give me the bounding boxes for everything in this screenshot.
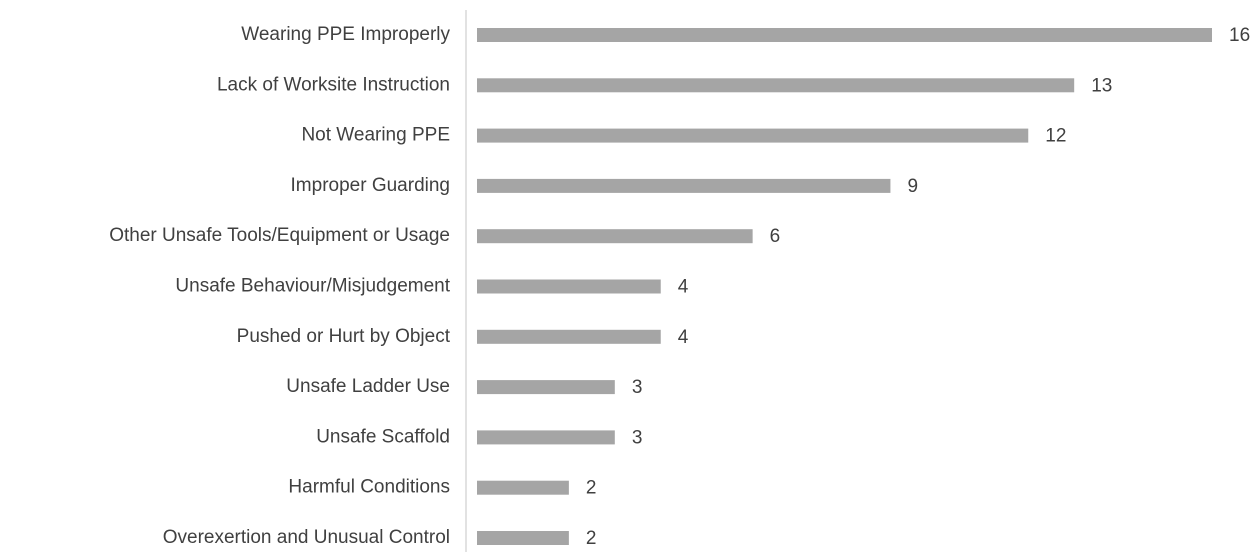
data-label: 2 [586, 528, 597, 549]
category-label: Not Wearing PPE [301, 125, 450, 146]
bar [477, 178, 891, 193]
bar [477, 279, 661, 294]
data-label: 3 [632, 427, 643, 448]
data-label: 4 [678, 277, 689, 298]
category-label: Overexertion and Unusual Control [163, 527, 450, 548]
category-label: Lack of Worksite Instruction [217, 74, 450, 95]
category-label: Improper Guarding [291, 175, 450, 196]
bar [477, 78, 1075, 93]
category-label: Unsafe Ladder Use [286, 376, 450, 397]
data-label: 2 [586, 478, 597, 499]
data-label: 6 [770, 226, 781, 247]
data-label: 3 [632, 377, 643, 398]
bar [477, 430, 615, 445]
data-label: 9 [907, 176, 918, 197]
category-label: Unsafe Behaviour/Misjudgement [175, 276, 450, 297]
bar [477, 329, 661, 344]
category-label: Harmful Conditions [288, 477, 450, 498]
category-label: Pushed or Hurt by Object [237, 326, 451, 347]
bar [477, 128, 1029, 143]
category-label: Wearing PPE Improperly [241, 24, 450, 45]
bar [477, 229, 753, 244]
data-label: 12 [1045, 126, 1066, 147]
category-label: Unsafe Scaffold [316, 426, 450, 447]
bar [477, 480, 569, 495]
category-label: Other Unsafe Tools/Equipment or Usage [109, 225, 450, 246]
bar [477, 28, 1212, 42]
data-label: 16 [1229, 25, 1250, 46]
bar [477, 380, 615, 395]
bar [477, 531, 569, 545]
data-label: 4 [678, 327, 689, 348]
data-label: 13 [1091, 75, 1112, 96]
